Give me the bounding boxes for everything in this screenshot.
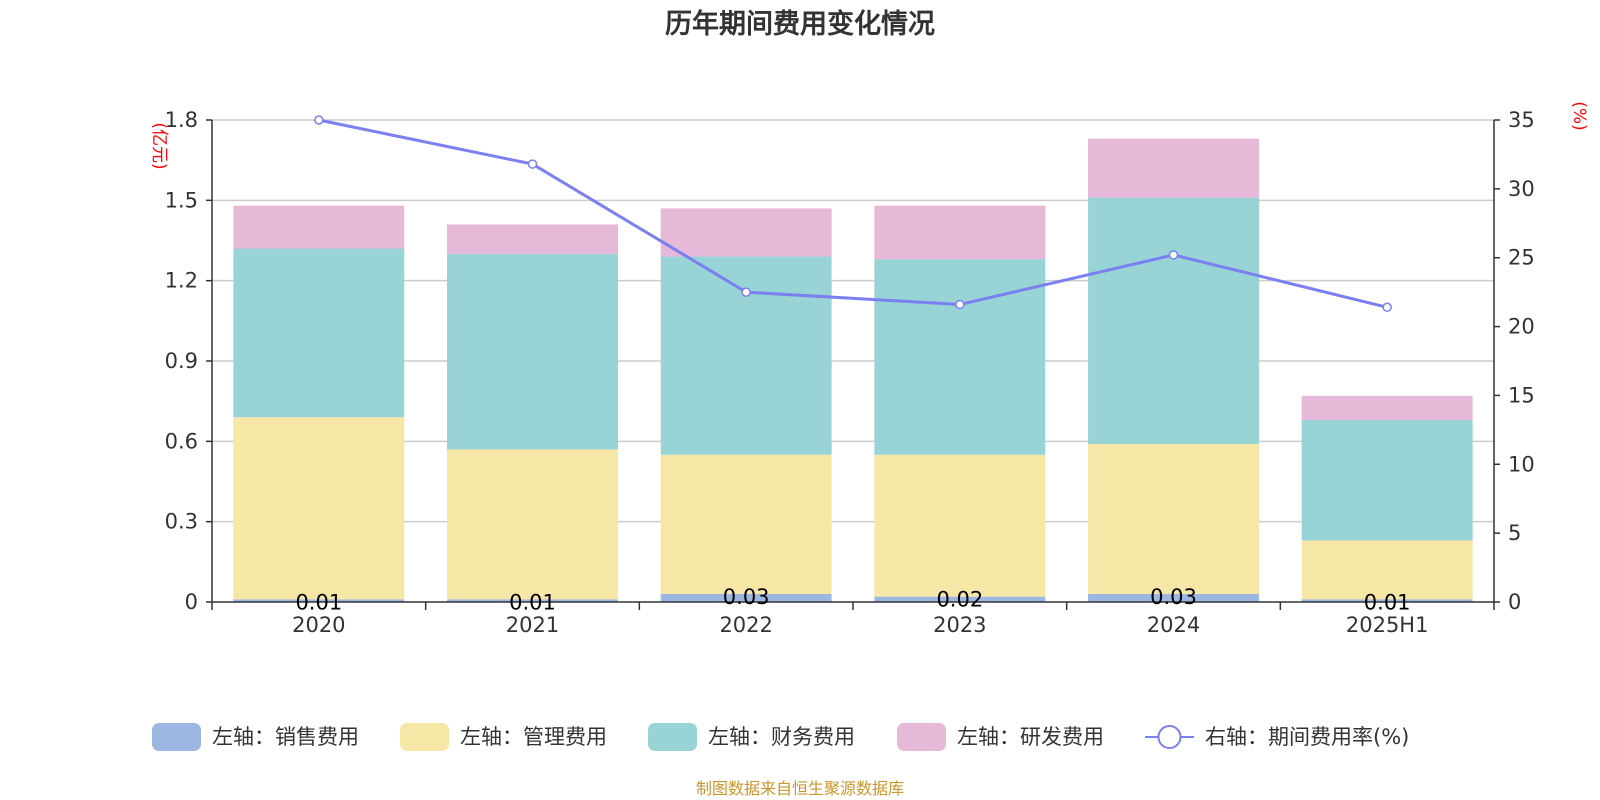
gridlines <box>212 119 1494 523</box>
bar-segment <box>1301 599 1473 602</box>
rate-point <box>955 299 965 310</box>
legend-label: 左轴：财务费用 <box>708 725 855 749</box>
left-axis-tick-label: 1.5 <box>165 188 198 212</box>
left-axis-tick-label: 0.9 <box>165 349 198 373</box>
left-axis-tick-label: 0 <box>185 590 198 614</box>
bar-segment <box>233 599 405 602</box>
bar-segment <box>1088 593 1259 602</box>
legend-label: 右轴：期间费用率(%) <box>1205 725 1409 749</box>
data-label: 0.01 <box>509 590 556 614</box>
bar-segment <box>660 208 832 257</box>
left-axis-unit: (亿元) <box>149 122 169 169</box>
data-label: 0.02 <box>936 588 983 612</box>
bar-segment <box>1088 138 1259 198</box>
x-axis-tick-label: 2023 <box>933 613 986 637</box>
right-axis-tick-label: 35 <box>1508 108 1535 132</box>
left-axis-tick-label: 1.8 <box>165 108 198 132</box>
chart-title: 历年期间费用变化情况 <box>665 8 935 40</box>
rate-line-path <box>318 118 1388 309</box>
bar-segment <box>1301 419 1473 541</box>
data-label: 0.03 <box>723 585 770 609</box>
data-label: 0.03 <box>1150 585 1197 609</box>
bar-segment <box>1088 444 1259 594</box>
bar-segment <box>233 205 405 249</box>
right-axis-tick-label: 30 <box>1508 177 1535 201</box>
rate-point <box>1168 250 1179 260</box>
bar-segment <box>1301 395 1473 420</box>
left-axis-tick-label: 0.3 <box>165 510 198 534</box>
legend-label: 左轴：管理费用 <box>460 725 607 749</box>
bar-segment <box>660 593 832 602</box>
bar-segment <box>447 224 618 254</box>
rate-point <box>527 159 538 169</box>
bar-segment <box>874 596 1046 602</box>
bar-segment <box>660 454 832 594</box>
left-axis-tick-label: 1.2 <box>165 269 198 293</box>
data-label: 0.01 <box>1364 590 1411 614</box>
bar-segment <box>447 449 618 600</box>
bars <box>233 138 1473 602</box>
data-labels: 0.01 0.01 0.03 0.02 0.03 0.01 <box>295 585 1410 614</box>
left-axis-tick-label: 0.6 <box>165 429 198 453</box>
legend-swatch <box>897 723 946 751</box>
legend-swatch <box>400 723 449 751</box>
right-axis-tick-label: 5 <box>1508 521 1521 545</box>
bar-segment <box>1088 197 1259 445</box>
right-axis-tick-label: 15 <box>1508 383 1535 407</box>
rate-point <box>314 115 324 125</box>
axes: 0 0.3 0.6 0.9 1.2 1.5 1.8 0 5 10 15 20 25 30 35 2020 202… <box>165 108 1535 637</box>
right-axis-unit: (%) <box>1569 101 1589 130</box>
bar-segment <box>233 248 405 418</box>
rate-line <box>314 115 1392 313</box>
bar-segment <box>874 205 1046 260</box>
right-axis-tick-label: 0 <box>1508 590 1521 614</box>
bar-segment <box>660 256 832 455</box>
legend-label: 左轴：研发费用 <box>957 725 1104 749</box>
legend-swatch <box>648 723 697 751</box>
right-axis-tick-label: 25 <box>1508 246 1535 270</box>
right-axis-tick-label: 20 <box>1508 315 1535 339</box>
x-axis-tick-label: 2021 <box>506 613 559 637</box>
bar-segment <box>1301 540 1473 600</box>
legend: 左轴：销售费用 左轴：管理费用 左轴：财务费用 左轴：研发费用 右轴：期间费用率(%) <box>152 723 1409 751</box>
legend-label: 左轴：销售费用 <box>212 725 359 749</box>
x-axis-tick-label: 2024 <box>1147 613 1200 637</box>
x-axis-tick-label: 2020 <box>292 613 345 637</box>
x-axis-tick-label: 2022 <box>719 613 772 637</box>
bar-segment <box>874 454 1046 597</box>
bar-segment <box>447 599 618 602</box>
right-axis-tick-label: 10 <box>1508 452 1535 476</box>
data-label: 0.01 <box>295 590 342 614</box>
rate-point <box>741 287 751 297</box>
legend-swatch <box>152 723 201 751</box>
legend-circle-swatch <box>1157 725 1182 749</box>
bar-segment <box>233 417 405 600</box>
bar-segment <box>874 259 1046 455</box>
bar-segment <box>447 253 618 450</box>
source-note: 制图数据来自恒生聚源数据库 <box>696 779 904 798</box>
rate-point <box>1382 302 1392 313</box>
x-axis-tick-label: 2025H1 <box>1346 613 1429 637</box>
